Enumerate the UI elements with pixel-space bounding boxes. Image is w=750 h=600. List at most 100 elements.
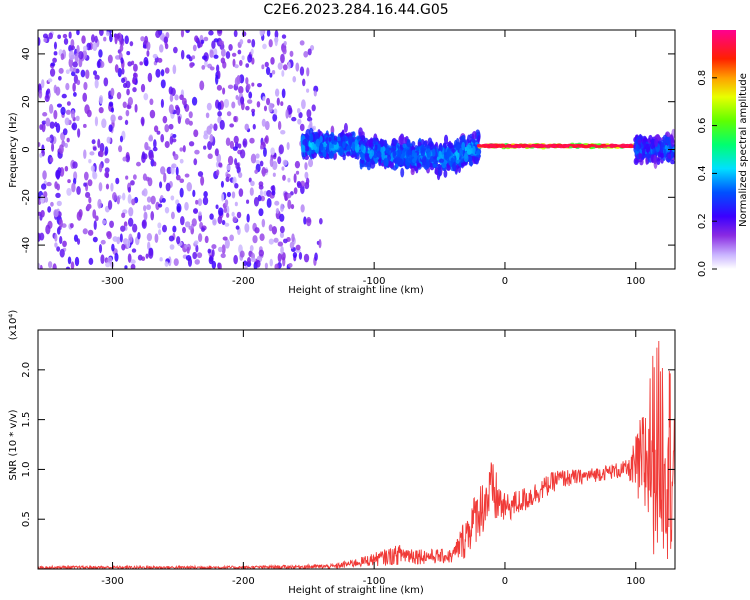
- heatmap-cell: [281, 70, 285, 77]
- heatmap-cell: [254, 227, 260, 234]
- heatmap-cell: [126, 51, 131, 56]
- heatmap-cell: [319, 135, 323, 143]
- heatmap-cell: [193, 129, 199, 138]
- heatmap-cell: [197, 233, 203, 243]
- heatmap-cell: [231, 52, 237, 57]
- heatmap-cell: [38, 83, 42, 92]
- heatmap-cell: [52, 263, 57, 269]
- colorbar-tick-label: 0.2: [697, 213, 708, 229]
- heatmap-cell: [461, 134, 466, 142]
- heatmap-cell: [66, 137, 70, 143]
- heatmap-cell: [98, 182, 103, 192]
- heatmap-cell: [255, 259, 261, 268]
- heatmap-cell: [277, 156, 282, 165]
- heatmap-cell: [605, 143, 610, 146]
- heatmap-cell: [45, 117, 51, 127]
- heatmap-cell: [184, 118, 190, 125]
- heatmap-cell: [39, 152, 43, 158]
- heatmap-cell: [654, 137, 659, 148]
- heatmap-cell: [633, 157, 639, 166]
- heatmap-cell: [59, 236, 63, 245]
- heatmap-cell: [131, 248, 137, 253]
- heatmap-cell: [281, 34, 287, 39]
- heatmap-cell: [65, 82, 70, 91]
- heatmap-cell: [139, 61, 144, 66]
- heatmap-cell: [68, 50, 75, 61]
- heatmap-cell: [124, 119, 129, 126]
- heatmap-cell: [621, 143, 626, 146]
- y-tick-label: -20: [21, 189, 32, 205]
- heatmap-cell: [76, 186, 81, 195]
- heatmap-cell: [670, 159, 675, 165]
- heatmap-cell: [172, 134, 177, 139]
- heatmap-cell: [344, 136, 349, 142]
- heatmap-cell: [406, 140, 411, 148]
- heatmap-cell: [281, 88, 286, 99]
- heatmap-cell: [348, 135, 353, 145]
- heatmap-cell: [117, 115, 123, 121]
- heatmap-cell: [244, 123, 250, 131]
- heatmap-cell: [88, 257, 94, 265]
- heatmap-cell: [70, 45, 76, 51]
- heatmap-cell: [256, 101, 261, 108]
- heatmap-cell: [476, 145, 481, 148]
- heatmap-cell: [271, 190, 276, 196]
- heatmap-cell: [615, 146, 620, 149]
- heatmap-cell: [251, 82, 255, 87]
- heatmap-cell: [142, 220, 146, 227]
- heatmap-cell: [656, 157, 661, 165]
- heatmap-cell: [295, 170, 300, 175]
- heatmap-cell: [297, 118, 302, 125]
- heatmap-cell: [471, 130, 477, 140]
- heatmap-cell: [98, 243, 103, 254]
- snr-y-ticks: 0.5 1.0 1.5 2.0: [21, 362, 675, 527]
- heatmap-cell: [130, 180, 135, 186]
- heatmap-cell: [266, 198, 272, 208]
- heatmap-cell: [60, 106, 66, 116]
- heatmap-cell: [49, 121, 55, 129]
- heatmap-cell: [313, 90, 317, 97]
- heatmap-cell: [182, 145, 186, 153]
- heatmap-cell: [168, 104, 174, 114]
- heatmap-cell: [411, 141, 416, 147]
- heatmap-cell: [564, 145, 569, 148]
- snr-series: [38, 340, 675, 569]
- x-tick-label: 0: [502, 576, 508, 587]
- colorbar-label: Normalized spectral amplitude: [738, 73, 749, 227]
- heatmap-cell: [168, 86, 173, 95]
- heatmap-cell: [248, 91, 253, 99]
- heatmap-cell: [174, 94, 179, 101]
- heatmap-cell: [217, 215, 223, 225]
- heatmap-cell: [68, 31, 72, 39]
- heatmap-cell: [53, 109, 58, 120]
- heatmap-cell: [304, 145, 310, 152]
- heatmap-cell: [155, 68, 161, 78]
- heatmap-cell: [68, 57, 74, 68]
- heatmap-cell: [92, 171, 98, 180]
- x-tick-label: -100: [363, 276, 386, 287]
- heatmap-cell: [232, 216, 238, 223]
- heatmap-cell: [235, 95, 239, 100]
- heatmap-cell: [94, 74, 100, 81]
- heatmap-cell: [343, 122, 348, 133]
- heatmap-cell: [175, 174, 181, 181]
- heatmap-cell: [279, 225, 285, 234]
- heatmap-cell: [197, 171, 204, 177]
- heatmap-cell: [160, 133, 165, 143]
- heatmap-cell: [191, 218, 197, 227]
- heatmap-cell: [46, 88, 51, 94]
- heatmap-cell: [92, 209, 97, 219]
- heatmap-cell: [129, 41, 134, 47]
- heatmap-cell: [179, 147, 184, 152]
- heatmap-cell: [376, 150, 382, 158]
- heatmap-cell: [233, 135, 239, 144]
- heatmap-cell: [86, 205, 92, 210]
- heatmap-cell: [280, 101, 284, 106]
- heatmap-cell: [124, 35, 129, 45]
- heatmap-cell: [272, 172, 276, 177]
- heatmap-cell: [293, 187, 298, 195]
- heatmap-cell: [53, 209, 59, 218]
- heatmap-cell: [107, 54, 113, 64]
- heatmap-cell: [69, 223, 74, 229]
- heatmap-cell: [114, 252, 119, 262]
